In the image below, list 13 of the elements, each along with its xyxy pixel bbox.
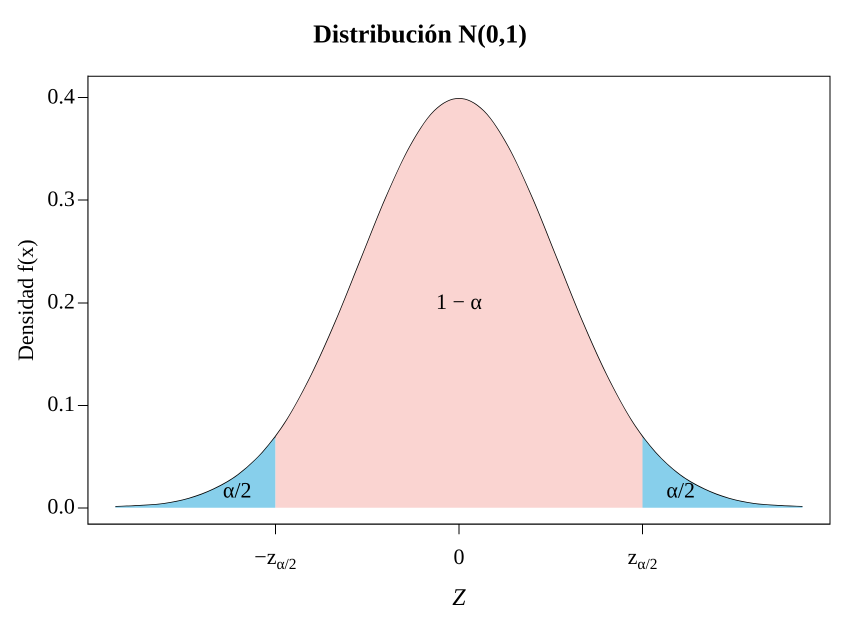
chart-title: Distribución N(0,1) (313, 19, 527, 48)
y-axis-title: Densidad f(x) (12, 239, 38, 361)
x-axis-title: Z (452, 584, 466, 611)
annotation: α/2 (666, 477, 696, 502)
y-tick-label: 0.1 (47, 391, 75, 416)
y-tick-label: 0.0 (47, 494, 75, 519)
annotation: 1 − α (436, 289, 482, 314)
y-tick-label: 0.3 (47, 186, 75, 212)
x-tick-label: 0 (453, 544, 464, 569)
annotation: α/2 (222, 477, 252, 502)
line-series (114, 98, 804, 508)
y-tick-label: 0.4 (47, 84, 75, 109)
y-tick-label: 0.2 (47, 288, 75, 314)
